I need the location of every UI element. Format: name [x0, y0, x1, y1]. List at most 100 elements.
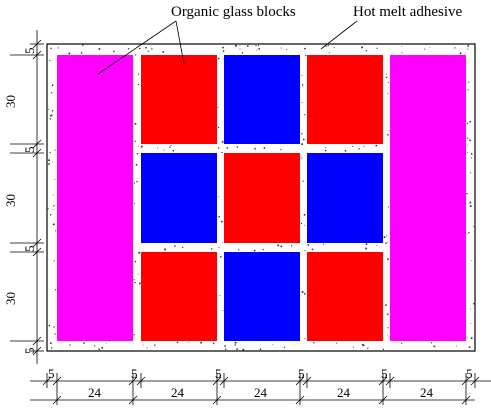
- adhesive-dot: [385, 76, 388, 79]
- adhesive-dot: [57, 47, 59, 49]
- adhesive-dot: [466, 137, 469, 139]
- adhesive-dot: [234, 344, 236, 346]
- adhesive-dot: [220, 220, 223, 223]
- adhesive-dot: [301, 102, 303, 104]
- adhesive-dot: [138, 47, 141, 50]
- adhesive-dot: [135, 163, 138, 166]
- adhesive-dot: [382, 348, 385, 351]
- adhesive-dot: [188, 341, 190, 343]
- adhesive-dot: [137, 273, 139, 275]
- blocks-leader-line-1: [97, 20, 177, 75]
- adhesive-dot: [136, 180, 138, 183]
- adhesive-dot: [367, 347, 369, 349]
- adhesive-dot: [164, 248, 166, 251]
- adhesive-dot: [470, 337, 473, 340]
- adhesive-dot: [217, 57, 220, 60]
- adhesive-dot: [218, 247, 220, 249]
- adhesive-dot: [254, 147, 256, 150]
- adhesive-dot: [246, 45, 249, 47]
- adhesive-dot: [470, 153, 473, 155]
- adhesive-dot: [325, 146, 327, 149]
- dim-h-gap-5: 5: [381, 366, 388, 381]
- adhesive-dot: [302, 180, 304, 182]
- dim-v-block-2: 30: [3, 194, 18, 207]
- adhesive-dot: [361, 343, 364, 346]
- adhesive-dot: [376, 47, 378, 49]
- adhesive-dot: [133, 334, 135, 336]
- adhesive-dot: [365, 50, 368, 52]
- adhesive-dot: [221, 151, 223, 154]
- adhesive-dot: [333, 47, 335, 48]
- adhesive-dot: [387, 92, 389, 94]
- adhesive-dot: [127, 48, 130, 50]
- adhesive-dot: [466, 122, 469, 125]
- adhesive-dot: [277, 244, 279, 247]
- dim-h-gap-2: 5: [131, 366, 138, 381]
- adhesive-dot: [301, 84, 304, 86]
- adhesive-dot: [304, 47, 306, 50]
- adhesive-dot: [47, 208, 49, 210]
- adhesive-dot: [236, 348, 238, 350]
- adhesive-dot: [469, 308, 471, 310]
- adhesive-dot: [352, 346, 354, 348]
- adhesive-dot: [387, 134, 389, 136]
- adhesive-dot: [220, 256, 222, 257]
- adhesive-dot: [375, 144, 378, 147]
- horizontal-dimensions: [30, 373, 491, 405]
- adhesive-dots: [47, 44, 475, 351]
- dim-h-width-5: 24: [420, 385, 434, 400]
- blocks-leader-line-2: [175, 20, 185, 65]
- adhesive-dot: [386, 241, 388, 243]
- adhesive-dot: [256, 49, 258, 51]
- adhesive-dot: [136, 152, 139, 155]
- adhesive-dot: [140, 145, 143, 148]
- adhesive-dot: [454, 47, 456, 49]
- adhesive-dot: [383, 236, 386, 239]
- adhesive-dot: [48, 108, 50, 110]
- adhesive-dot: [280, 245, 283, 248]
- adhesive-dot: [307, 243, 310, 246]
- adhesive-dot: [238, 249, 240, 251]
- adhesive-dot: [361, 46, 364, 49]
- adhesive-dot: [257, 44, 260, 47]
- adhesive-dot: [217, 106, 219, 108]
- blocks-callout-label: Organic glass blocks: [171, 4, 296, 20]
- adhesive-dot: [469, 346, 471, 348]
- adhesive-dot: [301, 133, 303, 135]
- adhesive-dot: [82, 44, 84, 46]
- adhesive-dot: [311, 248, 314, 251]
- adhesive-dot: [301, 143, 304, 146]
- adhesive-dot: [134, 260, 137, 263]
- adhesive-dot: [218, 216, 220, 218]
- adhesive-dot: [242, 348, 245, 351]
- adhesive-dot: [101, 346, 104, 349]
- adhesive-dot: [388, 82, 390, 84]
- adhesive-dot: [54, 333, 56, 335]
- adhesive-dot: [434, 346, 436, 348]
- adhesive-dot: [467, 89, 469, 91]
- adhesive-dot: [386, 313, 389, 316]
- adhesive-dot: [176, 341, 179, 343]
- adhesive-dot: [50, 347, 53, 349]
- adhesive-dot: [255, 44, 257, 47]
- adhesive-dot: [219, 295, 221, 296]
- adhesive-dot: [112, 50, 115, 53]
- adhesive-dot: [253, 249, 256, 252]
- adhesive-dot: [304, 114, 306, 116]
- adhesive-dot: [212, 342, 215, 345]
- adhesive-dot: [401, 342, 403, 345]
- adhesive-dot: [387, 334, 388, 336]
- adhesive-dot: [133, 279, 135, 281]
- adhesive-dot: [259, 348, 262, 351]
- adhesive-dot: [272, 344, 274, 345]
- adhesive-dot: [151, 48, 153, 50]
- adhesive-dot: [48, 159, 51, 162]
- adhesive-dot: [430, 342, 433, 344]
- adhesive-dot: [469, 120, 472, 123]
- adhesive-dot: [134, 122, 137, 125]
- adhesive-dot: [456, 345, 458, 347]
- adhesive-dot: [217, 147, 220, 149]
- adhesive-dot: [54, 289, 57, 291]
- adhesive-dot: [280, 148, 282, 151]
- adhesive-dot: [174, 245, 176, 247]
